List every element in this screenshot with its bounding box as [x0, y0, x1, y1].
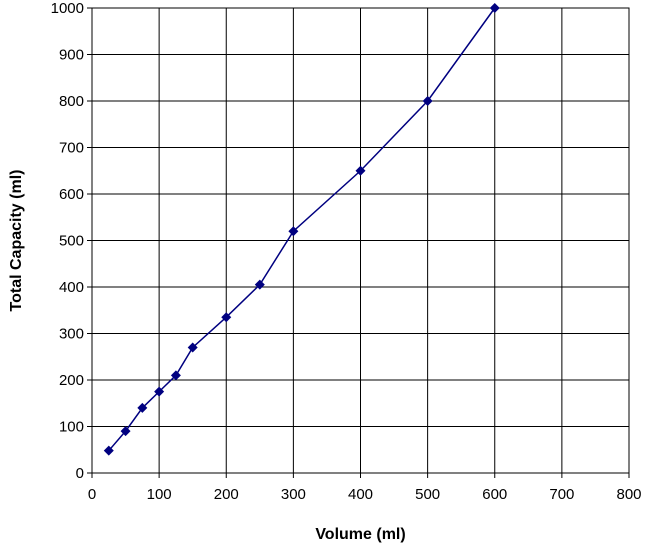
- data-point: [422, 96, 433, 106]
- data-point: [355, 165, 366, 176]
- y-tick-label: 400: [59, 279, 84, 296]
- plot-area: [91, 7, 630, 474]
- data-point: [120, 426, 131, 437]
- data-point: [187, 342, 198, 353]
- x-axis-title: Volume (ml): [315, 526, 405, 543]
- y-tick-label: 0: [76, 465, 84, 482]
- data-point: [170, 370, 181, 381]
- x-tick-label: 100: [147, 486, 172, 503]
- x-tick-label: 600: [482, 486, 507, 503]
- y-tick-label: 300: [59, 326, 84, 343]
- y-axis-title: Total Capacity (ml): [8, 170, 25, 312]
- x-tick-label: 500: [415, 486, 440, 503]
- data-point: [254, 279, 265, 290]
- y-tick-label: 100: [59, 419, 84, 436]
- y-tick-label: 1000: [51, 0, 84, 17]
- series-line: [108, 7, 496, 452]
- data-point: [221, 312, 232, 323]
- y-tick-labels: 0 100 200 300 400 500 600 700 800 900 1000: [51, 0, 84, 482]
- data-point: [489, 3, 500, 13]
- y-tick-label: 600: [59, 186, 84, 203]
- x-tick-label: 700: [549, 486, 574, 503]
- x-tick-label: 0: [88, 486, 96, 503]
- x-tick-label: 800: [616, 486, 641, 503]
- x-tick-label: 400: [348, 486, 373, 503]
- y-tick-label: 700: [59, 140, 84, 157]
- data-point: [103, 445, 114, 456]
- x-tick-labels: 0 100 200 300 400 500 600 700 800: [88, 486, 642, 503]
- y-tick-label: 200: [59, 372, 84, 389]
- y-tick-label: 800: [59, 93, 84, 110]
- y-tick-label: 900: [59, 47, 84, 64]
- series-markers: [103, 3, 500, 456]
- data-point: [137, 402, 148, 413]
- y-tick-label: 500: [59, 233, 84, 250]
- data-point: [288, 226, 299, 237]
- x-tick-label: 300: [281, 486, 306, 503]
- data-point: [154, 386, 165, 397]
- x-tick-label: 200: [214, 486, 239, 503]
- grid: [87, 7, 630, 478]
